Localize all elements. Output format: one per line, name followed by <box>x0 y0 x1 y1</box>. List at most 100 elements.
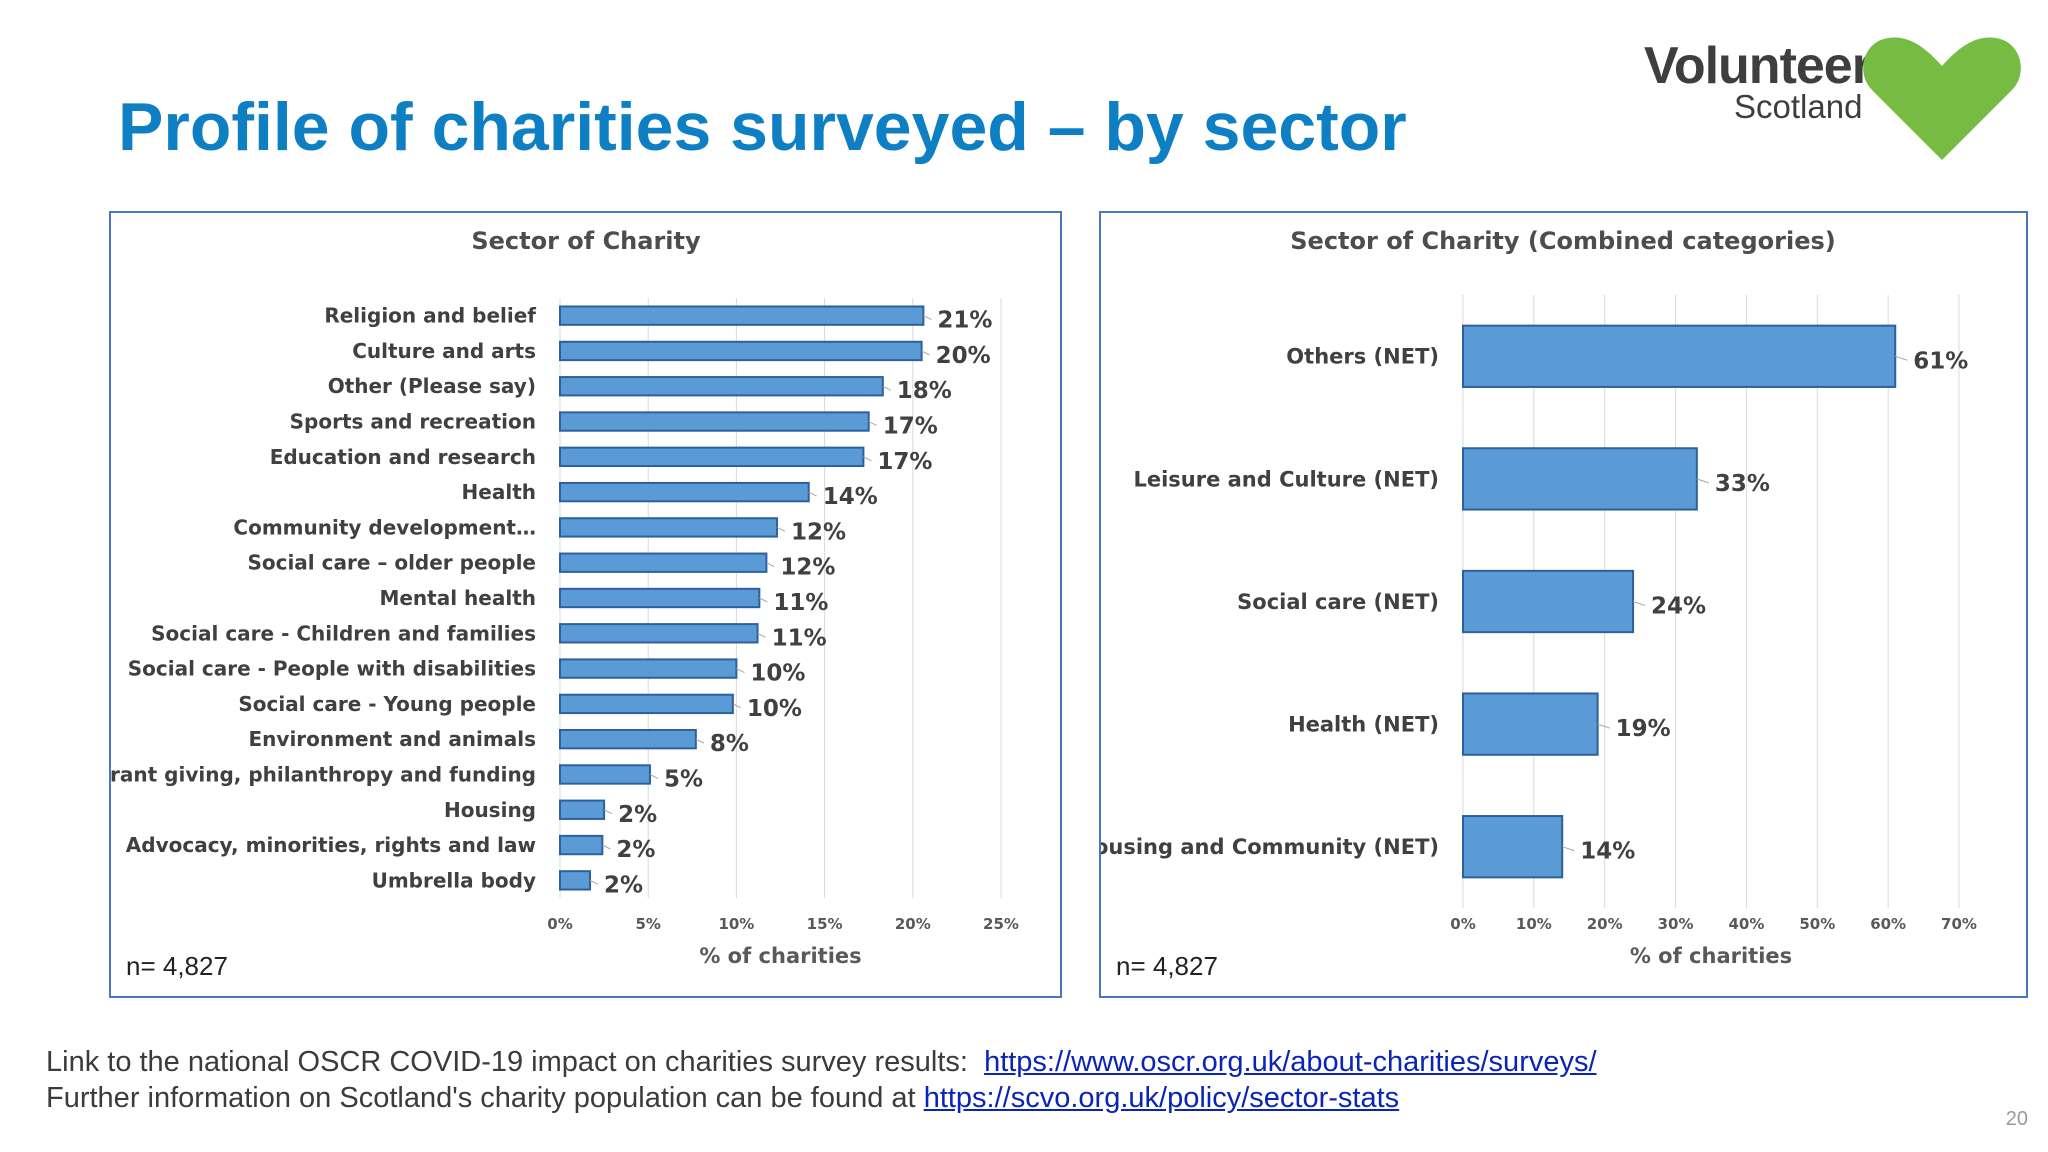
x-tick-label: 30% <box>1658 915 1694 933</box>
x-tick-label: 20% <box>895 915 931 933</box>
bar <box>559 587 761 609</box>
category-label: Religion and belief <box>324 304 536 328</box>
bar <box>559 340 923 362</box>
data-label: 17% <box>883 414 938 440</box>
data-label: 19% <box>1616 716 1671 742</box>
x-tick-label: 40% <box>1728 915 1764 933</box>
category-label: Housing and Community (NET) <box>1101 835 1439 859</box>
x-tick-label: 25% <box>983 915 1019 933</box>
leader-line <box>921 350 930 356</box>
x-axis-title: % of charities <box>1630 944 1792 968</box>
category-label: Housing <box>444 798 536 822</box>
x-tick-label: 0% <box>1450 915 1475 933</box>
leader-line <box>736 668 745 673</box>
bar <box>559 764 651 785</box>
page-number: 20 <box>2005 1108 2028 1130</box>
bar <box>1462 447 1698 511</box>
x-tick-label: 50% <box>1799 915 1835 933</box>
data-label: 5% <box>664 766 703 792</box>
data-label: 2% <box>616 837 655 863</box>
leader-line <box>923 315 932 321</box>
footer-text-scvo: Further information on Scotland's charit… <box>46 1082 924 1114</box>
category-label: Leisure and Culture (NET) <box>1133 467 1439 491</box>
chart-title: Sector of Charity <box>471 227 701 255</box>
data-label: 17% <box>877 449 932 475</box>
data-label: 11% <box>773 590 828 616</box>
leader-line <box>649 774 659 779</box>
footer-text-oscr: Link to the national OSCR COVID-19 impac… <box>46 1046 985 1078</box>
category-label: Social care (NET) <box>1237 590 1439 614</box>
category-label: Health (NET) <box>1288 712 1439 736</box>
data-label: 2% <box>618 802 657 828</box>
data-label: 2% <box>604 872 643 898</box>
category-label: Health <box>462 480 536 504</box>
x-tick-label: 20% <box>1587 915 1623 933</box>
data-label: 20% <box>936 343 991 369</box>
leader-line <box>776 526 786 532</box>
leader-line <box>589 879 599 885</box>
category-label: Culture and arts <box>352 339 536 363</box>
bar <box>559 552 768 573</box>
category-label: Environment and animals <box>249 727 537 751</box>
oscr-survey-link[interactable]: https://www.oscr.org.uk/about-charities/… <box>984 1046 1597 1078</box>
category-label: Social care - Young people <box>238 692 536 716</box>
bar <box>559 376 884 397</box>
category-label: Education and research <box>270 445 536 469</box>
bar <box>559 693 734 715</box>
data-label: 61% <box>1913 348 1968 374</box>
leader-line <box>882 385 892 391</box>
category-label: Community development… <box>233 515 536 539</box>
data-label: 8% <box>710 731 749 757</box>
footer-links: Link to the national OSCR COVID-19 impac… <box>46 1044 1597 1116</box>
leader-line <box>766 562 775 568</box>
heart-shape <box>1863 37 2021 161</box>
bar <box>1462 569 1635 634</box>
footer-line-oscr: Link to the national OSCR COVID-19 impac… <box>46 1044 1597 1080</box>
bar <box>559 799 606 820</box>
category-label: Social care - Children and families <box>151 621 536 645</box>
leader-line <box>1562 846 1575 852</box>
chart-sector-of-charity: Sector of Charity 0% 5% 10% 15% 20% 25% Religio… <box>111 227 1019 968</box>
leader-line <box>1696 478 1709 484</box>
category-label: Social care – older people <box>247 551 536 575</box>
leader-line <box>602 844 611 850</box>
data-label: 14% <box>1580 839 1635 865</box>
x-tick-label: 10% <box>718 915 754 933</box>
chart-title: Sector of Charity (Combined categories) <box>1290 227 1835 255</box>
bar <box>559 870 591 891</box>
chart-panel-combined: Sector of Charity (Combined categories) 0… <box>1099 211 2028 998</box>
scvo-stats-link[interactable]: https://scvo.org.uk/policy/sector-stats <box>923 1082 1400 1114</box>
leader-line <box>695 738 705 744</box>
logo-word-scotland: Scotland <box>1734 88 1863 125</box>
bar <box>1462 324 1897 388</box>
volunteer-scotland-logo: Volunteer Scotland <box>1640 32 2030 162</box>
data-label: 18% <box>897 378 952 404</box>
leader-line <box>868 421 877 426</box>
sample-size-label: n= 4,827 <box>1116 951 1218 981</box>
bar <box>559 446 865 468</box>
footer-line-scvo: Further information on Scotland's charit… <box>46 1080 1597 1116</box>
bar <box>559 729 697 750</box>
data-label: 21% <box>937 308 992 334</box>
bar <box>559 305 925 326</box>
bar <box>1462 815 1564 879</box>
x-tick-label: 60% <box>1870 915 1906 933</box>
data-label: 14% <box>823 484 878 510</box>
heart-icon <box>1863 37 2021 161</box>
slide-title: Profile of charities surveyed – by secto… <box>118 89 1407 165</box>
leader-line <box>1895 355 1908 361</box>
x-axis-title: % of charities <box>699 944 861 968</box>
chart-panel-sector: Sector of Charity 0% 5% 10% 15% 20% 25% Religio… <box>109 211 1062 998</box>
data-label: 12% <box>791 519 846 545</box>
x-tick-label: 15% <box>807 915 843 933</box>
data-label: 10% <box>747 696 802 722</box>
bar <box>1462 692 1599 756</box>
category-label: Other (Please say) <box>328 374 536 398</box>
x-tick-label: 5% <box>635 915 660 933</box>
bar <box>559 517 778 538</box>
category-label: Social care - People with disabilities <box>128 657 536 681</box>
data-label: 24% <box>1651 594 1706 620</box>
logo-word-volunteer: Volunteer <box>1644 37 1872 95</box>
leader-line <box>808 491 817 497</box>
x-tick-label: 0% <box>547 915 572 933</box>
